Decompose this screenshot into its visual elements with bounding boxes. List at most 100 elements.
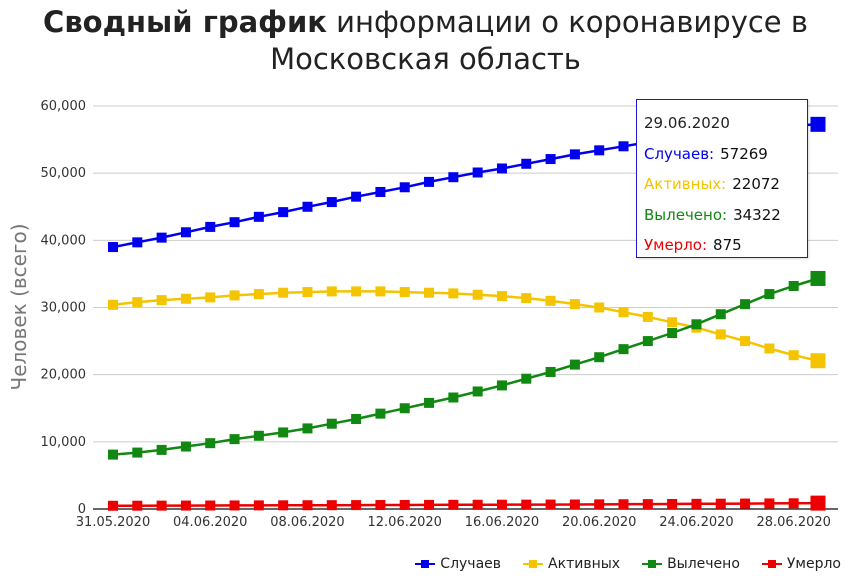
data-point [132, 237, 143, 248]
data-point [205, 221, 216, 232]
data-point [375, 408, 386, 419]
data-point [302, 201, 313, 212]
series-line [112, 501, 819, 508]
data-point [132, 447, 143, 458]
data-point [156, 295, 167, 306]
legend-item-active[interactable]: Активных [523, 556, 620, 572]
x-tick-label: 12.06.2020 [368, 515, 442, 530]
data-point [278, 427, 289, 438]
data-point [788, 350, 799, 361]
data-point [594, 145, 605, 156]
y-tick-label: 10,000 [41, 435, 87, 450]
y-tick-label: 40,000 [41, 233, 87, 248]
data-point [302, 287, 313, 298]
data-point [156, 500, 167, 511]
data-point [521, 499, 532, 510]
data-point [642, 336, 653, 347]
legend-item-deaths[interactable]: Умерло [761, 556, 841, 572]
data-point [496, 499, 507, 510]
data-point [569, 149, 580, 160]
data-point [302, 423, 313, 434]
data-point [253, 500, 264, 511]
series-3 [108, 495, 826, 511]
data-point [667, 328, 678, 339]
data-point [156, 444, 167, 455]
data-point [740, 336, 751, 347]
data-point [108, 242, 118, 253]
data-point [448, 392, 459, 403]
data-point [594, 499, 605, 510]
data-point [810, 353, 826, 369]
data-point [326, 286, 337, 297]
y-tick-label: 20,000 [41, 368, 87, 383]
data-point [545, 154, 556, 165]
data-point [424, 176, 435, 187]
data-point [278, 287, 289, 298]
data-point [788, 498, 799, 509]
data-point [375, 286, 386, 297]
data-point [180, 293, 191, 304]
tooltip-row-recovered: Вылечено: 34322 [644, 205, 781, 224]
data-point [740, 498, 751, 509]
data-point [594, 302, 605, 313]
data-point [667, 498, 678, 509]
tooltip-row-deaths: Умерло: 875 [644, 236, 742, 254]
data-point [424, 499, 435, 510]
legend-item-recovered[interactable]: Вылечено [642, 556, 740, 572]
chart-title: Сводный график информации о коронавирусе… [0, 4, 851, 78]
data-point [229, 290, 240, 301]
data-point [715, 309, 726, 320]
data-point [326, 197, 337, 208]
data-point [545, 295, 556, 306]
data-point [399, 182, 410, 193]
data-point [715, 498, 726, 509]
y-axis-label: Человек (всего) [7, 223, 31, 390]
data-point [108, 299, 118, 310]
x-tick-label: 20.06.2020 [562, 515, 636, 530]
data-point [472, 167, 483, 178]
data-point [667, 317, 678, 328]
data-point [569, 499, 580, 510]
data-point [351, 500, 362, 511]
data-point [448, 172, 459, 183]
x-tick-label: 08.06.2020 [270, 515, 344, 530]
data-point [180, 500, 191, 511]
title-line2: Московская область [270, 42, 581, 76]
data-point [472, 499, 483, 510]
legend-marker [642, 559, 663, 569]
data-point [810, 116, 826, 132]
data-point [569, 359, 580, 370]
data-point [399, 499, 410, 510]
x-axis-ticks: 31.05.2020 04.06.2020 08.06.2020 12.06.2020… [76, 515, 831, 530]
data-point [448, 499, 459, 510]
data-point [132, 297, 143, 308]
data-point [180, 227, 191, 238]
data-point [326, 418, 337, 429]
title-bold: Сводный график [43, 5, 327, 39]
data-point [618, 141, 629, 152]
data-point [594, 352, 605, 363]
x-tick-label: 04.06.2020 [173, 515, 247, 530]
data-point [351, 191, 362, 202]
data-point [351, 413, 362, 424]
data-point [618, 307, 629, 318]
legend-item-cases[interactable]: Случаев [415, 556, 501, 572]
data-point [399, 403, 410, 414]
data-point [691, 319, 702, 330]
data-point [399, 287, 410, 298]
y-tick-label: 0 [78, 502, 86, 517]
legend-marker [415, 559, 436, 569]
data-point [229, 434, 240, 445]
data-point [278, 500, 289, 511]
data-point [691, 498, 702, 509]
data-point [764, 498, 775, 509]
data-point [715, 329, 726, 340]
data-point [545, 499, 556, 510]
data-point [521, 373, 532, 384]
data-point [810, 495, 826, 511]
data-point [545, 366, 556, 377]
x-tick-label: 16.06.2020 [465, 515, 539, 530]
data-point [180, 441, 191, 452]
y-tick-label: 30,000 [41, 301, 87, 316]
